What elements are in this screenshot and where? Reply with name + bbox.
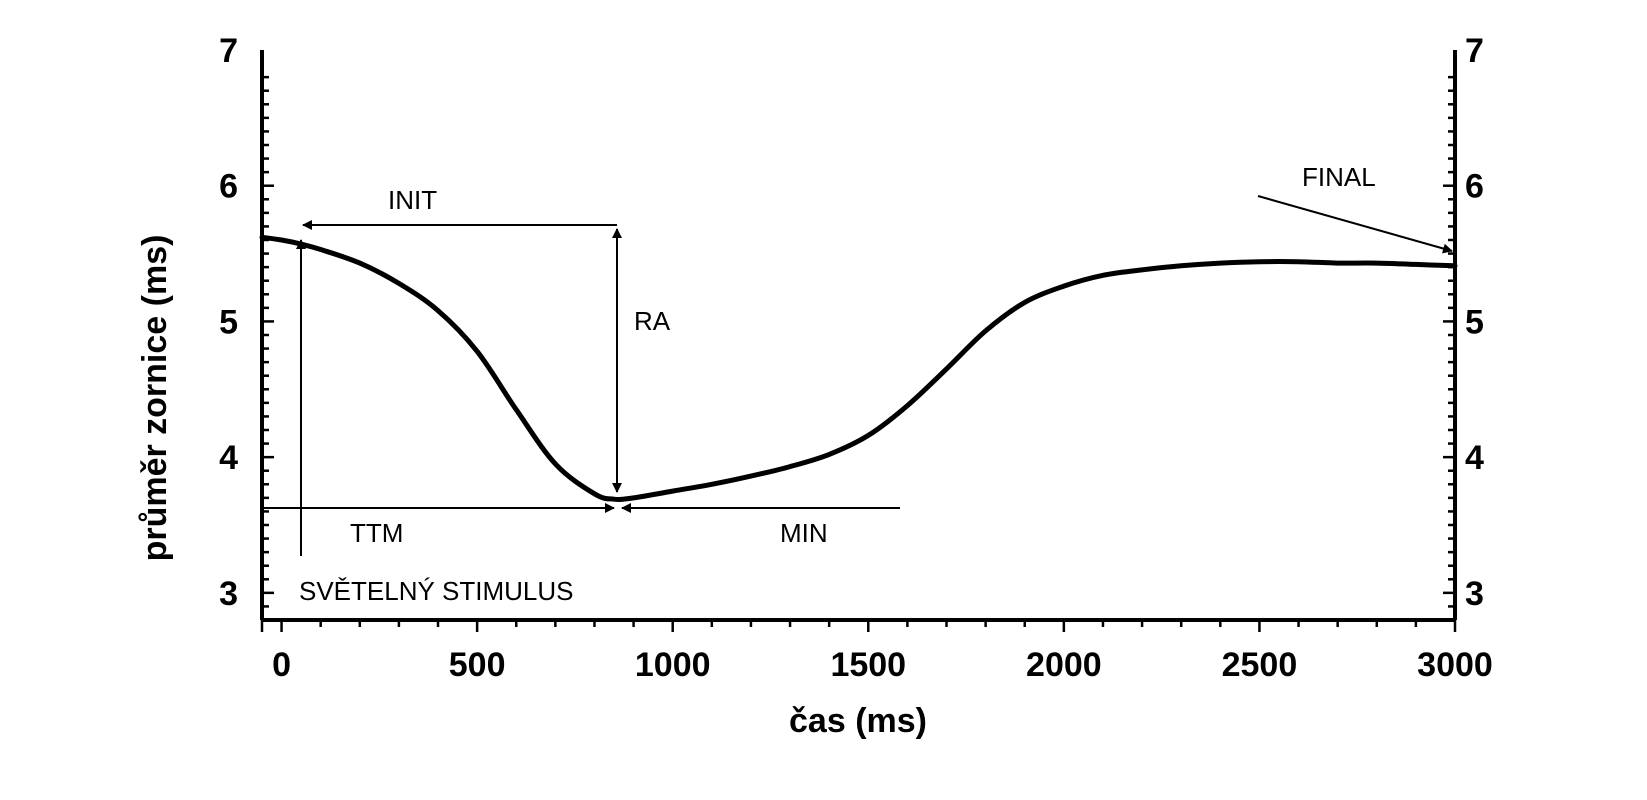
y-tick-label-left: 5: [219, 303, 238, 341]
annot-ra: RA: [634, 306, 671, 336]
x-tick-label: 500: [449, 646, 506, 684]
y-tick-label-left: 7: [219, 32, 238, 70]
final-arrow: [1257, 195, 1453, 254]
x-tick-label: 2000: [1026, 646, 1102, 684]
y-tick-label-left: 6: [219, 168, 238, 206]
annot-min: MIN: [780, 518, 828, 548]
axis-ticks: [260, 75, 1457, 632]
y-tick-label-left: 4: [219, 439, 238, 477]
annot-final: FINAL: [1302, 162, 1376, 192]
tick-labels: 0 500 1000 1500 2000 2500 3000 3 4 5 6 7 3 4 5 6 7: [219, 32, 1493, 684]
pupil-curve-line: [259, 234, 1458, 502]
y-tick-label-right: 5: [1465, 303, 1484, 341]
annot-init: INIT: [388, 185, 437, 215]
annot-ttm: TTM: [350, 518, 403, 548]
x-tick-label: 1500: [830, 646, 906, 684]
y-tick-label-left: 3: [219, 575, 238, 613]
y-axis-title: průměr zornice (ms): [136, 235, 174, 562]
x-tick-label: 1000: [635, 646, 711, 684]
y-tick-label-right: 4: [1465, 439, 1484, 477]
x-tick-label: 2500: [1222, 646, 1298, 684]
x-tick-label: 3000: [1417, 646, 1493, 684]
y-tick-label-right: 7: [1465, 32, 1484, 70]
x-tick-label: 0: [272, 646, 291, 684]
y-tick-label-right: 3: [1465, 575, 1484, 613]
annotation-arrows: [262, 195, 1453, 556]
x-axis-title: čas (ms): [789, 702, 927, 740]
y-tick-label-right: 6: [1465, 168, 1484, 206]
annot-stimulus: SVĚTELNÝ STIMULUS: [299, 576, 574, 606]
